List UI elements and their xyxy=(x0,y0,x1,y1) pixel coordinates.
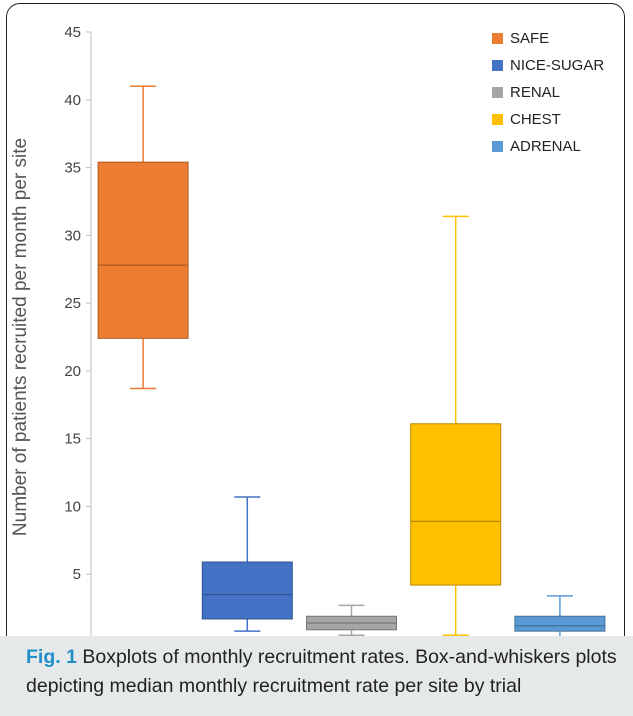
legend-label: RENAL xyxy=(510,84,560,101)
y-tick-label: 30 xyxy=(64,227,81,244)
legend-label: NICE-SUGAR xyxy=(510,57,604,74)
caption-paragraph: Fig. 1 Boxplots of monthly recruitment r… xyxy=(26,643,626,701)
caption-text: Boxplots of monthly recruitment rates. B… xyxy=(26,646,617,697)
box-chest xyxy=(410,215,502,636)
box-iqr xyxy=(514,615,606,632)
legend-swatch xyxy=(492,141,503,152)
box-nice-sugar xyxy=(201,496,293,632)
legend: SAFE NICE-SUGAR RENAL CHEST ADRENAL xyxy=(492,30,604,155)
axis-layer: 0 5 10 15 20 25 30 35 40 45 xyxy=(64,24,92,636)
y-tick-label: 45 xyxy=(64,24,81,41)
legend-swatch xyxy=(492,87,503,98)
caption-label: Fig. 1 xyxy=(26,646,77,668)
boxplot-chart: 0 5 10 15 20 25 30 35 40 45 SAFE NICE-SUGAR RENAL CH… xyxy=(10,24,606,636)
legend-label: ADRENAL xyxy=(510,138,581,155)
box-iqr xyxy=(97,161,189,339)
y-tick-label: 35 xyxy=(64,160,81,177)
figure-caption: Fig. 1 Boxplots of monthly recruitment r… xyxy=(0,636,633,716)
legend-swatch xyxy=(492,33,503,44)
legend-label: CHEST xyxy=(510,111,561,128)
box-adrenal xyxy=(514,595,606,636)
y-tick-label: 0 xyxy=(73,634,81,636)
y-axis-label: Number of patients recruited per month p… xyxy=(10,138,31,536)
y-tick-label: 5 xyxy=(73,566,81,583)
legend-label: SAFE xyxy=(510,30,549,47)
y-tick-label: 40 xyxy=(64,92,81,109)
box-safe xyxy=(97,85,189,390)
y-tick-label: 20 xyxy=(64,363,81,380)
box-iqr xyxy=(410,423,502,586)
box-iqr xyxy=(201,561,293,620)
legend-swatch xyxy=(492,114,503,125)
y-tick-label: 10 xyxy=(64,498,81,515)
box-layer xyxy=(97,85,606,636)
y-tick-label: 15 xyxy=(64,431,81,448)
box-renal xyxy=(306,604,397,636)
legend-swatch xyxy=(492,60,503,71)
y-tick-label: 25 xyxy=(64,295,81,312)
